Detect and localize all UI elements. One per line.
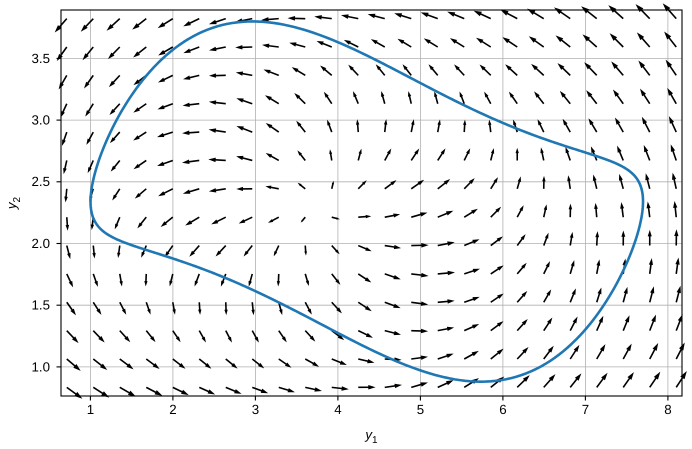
- svg-text:y1: y1: [364, 427, 378, 446]
- svg-text:4: 4: [334, 402, 341, 417]
- svg-text:8: 8: [664, 402, 671, 417]
- svg-text:3.0: 3.0: [32, 113, 51, 128]
- svg-text:1.0: 1.0: [32, 359, 51, 374]
- svg-text:1.5: 1.5: [32, 298, 51, 313]
- svg-text:3.5: 3.5: [32, 51, 51, 66]
- svg-text:5: 5: [417, 402, 424, 417]
- svg-text:6: 6: [499, 402, 506, 417]
- svg-text:7: 7: [582, 402, 589, 417]
- svg-text:3: 3: [252, 402, 259, 417]
- svg-text:2: 2: [169, 402, 176, 417]
- svg-text:1: 1: [87, 402, 94, 417]
- svg-text:2.0: 2.0: [32, 236, 51, 251]
- svg-text:y2: y2: [4, 196, 23, 210]
- svg-text:2.5: 2.5: [32, 174, 51, 189]
